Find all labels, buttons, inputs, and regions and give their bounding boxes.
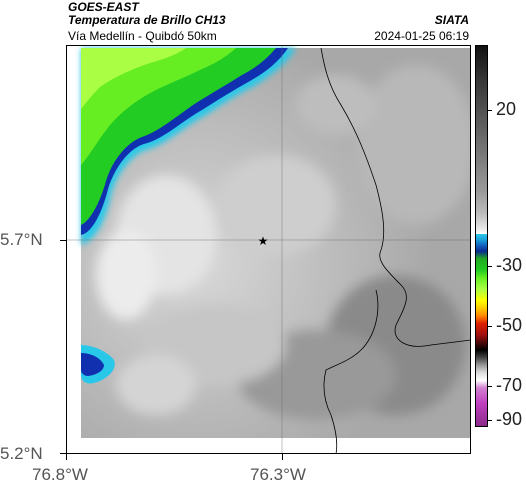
x-tick-76-3: 76.3°W — [250, 465, 306, 484]
y-tick-5-2: 5.2°N — [0, 444, 43, 463]
cb-tick-neg90: -90 — [496, 409, 523, 429]
cb-tick-mark — [488, 110, 492, 111]
cb-tick-neg30: -30 — [496, 255, 523, 275]
cb-tick-mark — [488, 386, 492, 387]
star-marker: ★ — [258, 234, 269, 248]
region-label: Vía Medellín - Quibdó 50km — [68, 29, 217, 43]
gray-texture — [96, 65, 471, 420]
datetime-label: 2024-01-25 06:19 — [374, 29, 469, 43]
colorbar — [475, 45, 488, 427]
grid-lines — [66, 45, 471, 454]
cb-tick-neg50: -50 — [496, 315, 523, 335]
satellite-name: GOES-EAST — [68, 0, 139, 14]
x-tick-76-8: 76.8°W — [32, 465, 88, 484]
cb-tick-20: 20 — [496, 99, 517, 119]
boundary-lines — [320, 47, 471, 454]
cb-tick-mark — [488, 420, 492, 421]
x-tick-mark — [282, 454, 283, 460]
y-tick-mark — [60, 453, 66, 454]
cb-tick-neg70: -70 — [496, 375, 523, 395]
map-panel: ★ — [66, 45, 471, 454]
product-title: Temperatura de Brillo CH13 — [68, 13, 226, 27]
cold-cloud-top — [81, 48, 296, 384]
map-frame — [66, 45, 471, 454]
org-label: SIATA — [434, 13, 469, 27]
cb-tick-mark — [488, 266, 492, 267]
x-tick-mark — [66, 454, 67, 460]
y-tick-mark — [60, 240, 66, 241]
cb-tick-mark — [488, 326, 492, 327]
y-tick-5-7: 5.7°N — [0, 230, 43, 249]
